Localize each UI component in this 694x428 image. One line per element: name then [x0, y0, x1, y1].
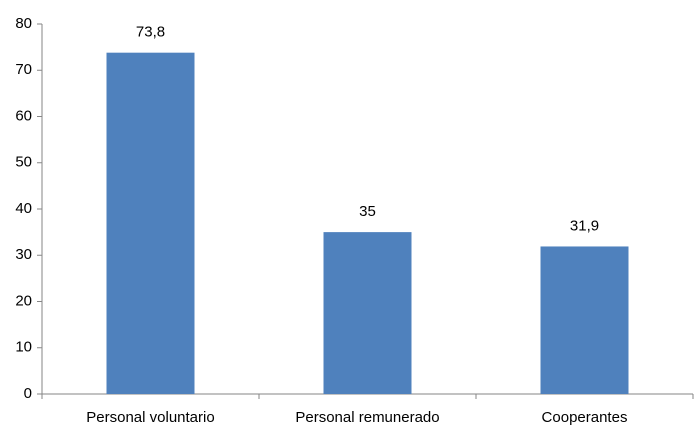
bar — [106, 52, 195, 395]
bar — [540, 246, 629, 394]
x-tick-label: Personal voluntario — [86, 409, 214, 426]
y-tick-label: 70 — [15, 61, 32, 78]
y-tick-label: 10 — [15, 339, 32, 356]
data-label: 35 — [359, 203, 376, 220]
y-tick-label: 50 — [15, 154, 32, 171]
y-tick-label: 80 — [15, 15, 32, 32]
y-tick-label: 0 — [24, 385, 32, 402]
y-tick-label: 30 — [15, 246, 32, 263]
x-tick-label: Personal remunerado — [295, 409, 439, 426]
y-tick-label: 60 — [15, 107, 32, 124]
y-tick-label: 20 — [15, 292, 32, 309]
y-tick-label: 40 — [15, 200, 32, 217]
data-label: 31,9 — [570, 217, 599, 234]
data-label: 73,8 — [136, 24, 165, 41]
x-tick-label: Cooperantes — [542, 409, 628, 426]
bar — [323, 232, 412, 394]
